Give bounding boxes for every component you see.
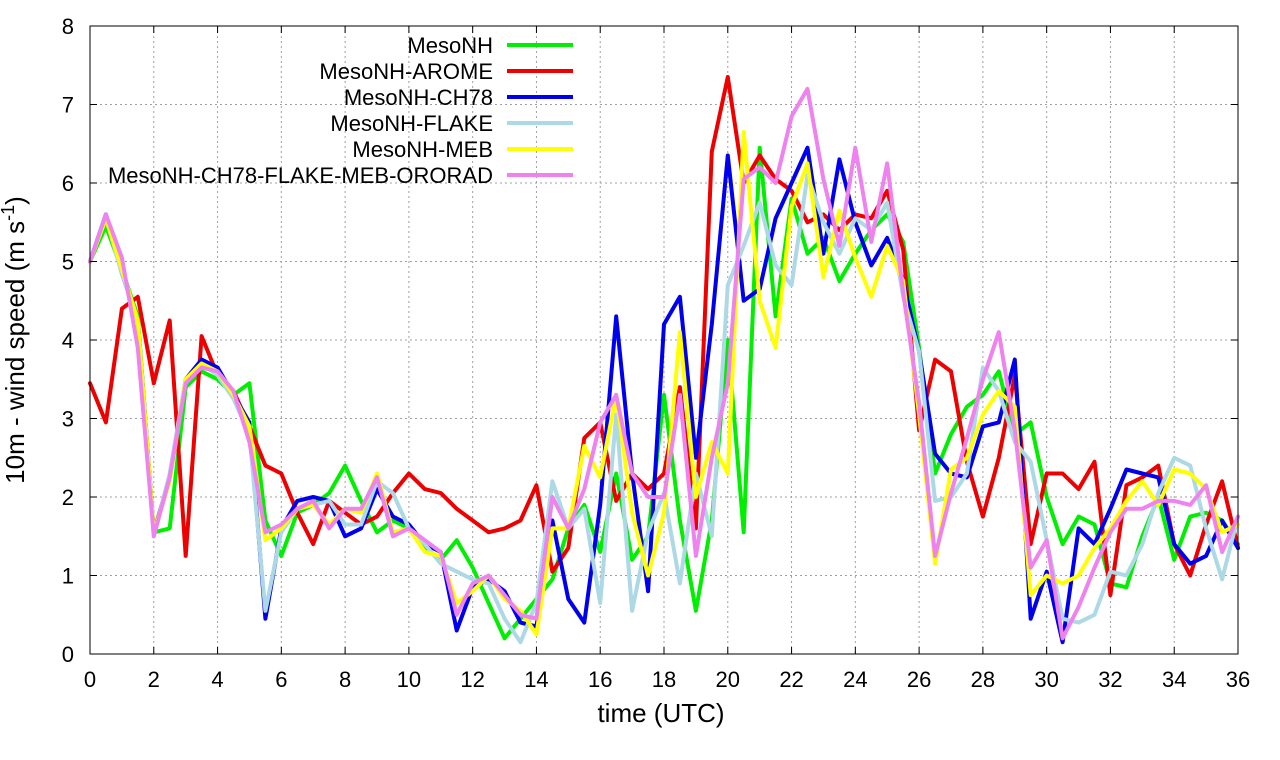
series-line-mesonh <box>88 145 1240 641</box>
legend-label: MesoNH-AROME <box>319 59 493 84</box>
x-tick-label: 0 <box>84 667 96 692</box>
x-tick-label: 10 <box>397 667 421 692</box>
y-tick-label: 8 <box>62 14 74 39</box>
x-tick-label: 4 <box>211 667 223 692</box>
y-axis-label-superscript: -1 <box>0 205 18 221</box>
x-tick-label: 34 <box>1162 667 1186 692</box>
x-tick-label: 18 <box>652 667 676 692</box>
legend: MesoNHMesoNH-AROMEMesoNH-CH78MesoNH-FLAK… <box>108 33 573 188</box>
legend-label: MesoNH-FLAKE <box>330 111 493 136</box>
x-tick-label: 26 <box>907 667 931 692</box>
legend-item: MesoNH-FLAKE <box>330 111 573 136</box>
legend-item: MesoNH-AROME <box>319 59 573 84</box>
y-tick-label: 0 <box>62 642 74 667</box>
series-line-mesonh-ch78-flake-meb-ororad <box>88 86 1240 641</box>
legend-item: MesoNH <box>407 33 573 58</box>
x-tick-label: 12 <box>460 667 484 692</box>
y-axis-label: 10m - wind speed (m s-1) <box>0 196 30 484</box>
x-tick-label: 24 <box>843 667 867 692</box>
x-axis-label: time (UTC) <box>597 698 724 728</box>
legend-item: MesoNH-CH78-FLAKE-MEB-ORORAD <box>108 163 573 188</box>
x-tick-label: 20 <box>716 667 740 692</box>
x-tick-label: 28 <box>971 667 995 692</box>
y-tick-label: 1 <box>62 564 74 589</box>
y-tick-label: 2 <box>62 485 74 510</box>
series-line-mesonh-arome <box>88 75 1240 598</box>
y-tick-label: 6 <box>62 171 74 196</box>
x-tick-label: 8 <box>339 667 351 692</box>
x-tick-label: 14 <box>524 667 548 692</box>
legend-label: MesoNH-CH78 <box>344 85 493 110</box>
x-tick-label: 30 <box>1034 667 1058 692</box>
axis-ticks: 0 2 4 6 8 10 12 14 16 18 20 22 24 26 28 30 32 34 360123456… <box>62 14 1250 692</box>
legend-label: MesoNH-MEB <box>352 137 493 162</box>
legend-item: MesoNH-CH78 <box>344 85 573 110</box>
series-lines <box>88 75 1240 645</box>
x-tick-label: 32 <box>1098 667 1122 692</box>
y-tick-label: 5 <box>62 250 74 275</box>
y-tick-label: 4 <box>62 328 74 353</box>
legend-item: MesoNH-MEB <box>352 137 573 162</box>
x-tick-label: 6 <box>275 667 287 692</box>
y-tick-label: 7 <box>62 93 74 118</box>
x-tick-label: 22 <box>779 667 803 692</box>
y-axis-label-main: 10m - wind speed (m s <box>0 221 30 484</box>
x-tick-label: 36 <box>1226 667 1250 692</box>
legend-label: MesoNH-CH78-FLAKE-MEB-ORORAD <box>108 163 493 188</box>
x-tick-label: 16 <box>588 667 612 692</box>
legend-label: MesoNH <box>407 33 493 58</box>
y-tick-label: 3 <box>62 407 74 432</box>
series-line-mesonh-meb <box>88 130 1240 637</box>
x-tick-label: 2 <box>148 667 160 692</box>
y-axis-label-close: ) <box>0 196 30 205</box>
